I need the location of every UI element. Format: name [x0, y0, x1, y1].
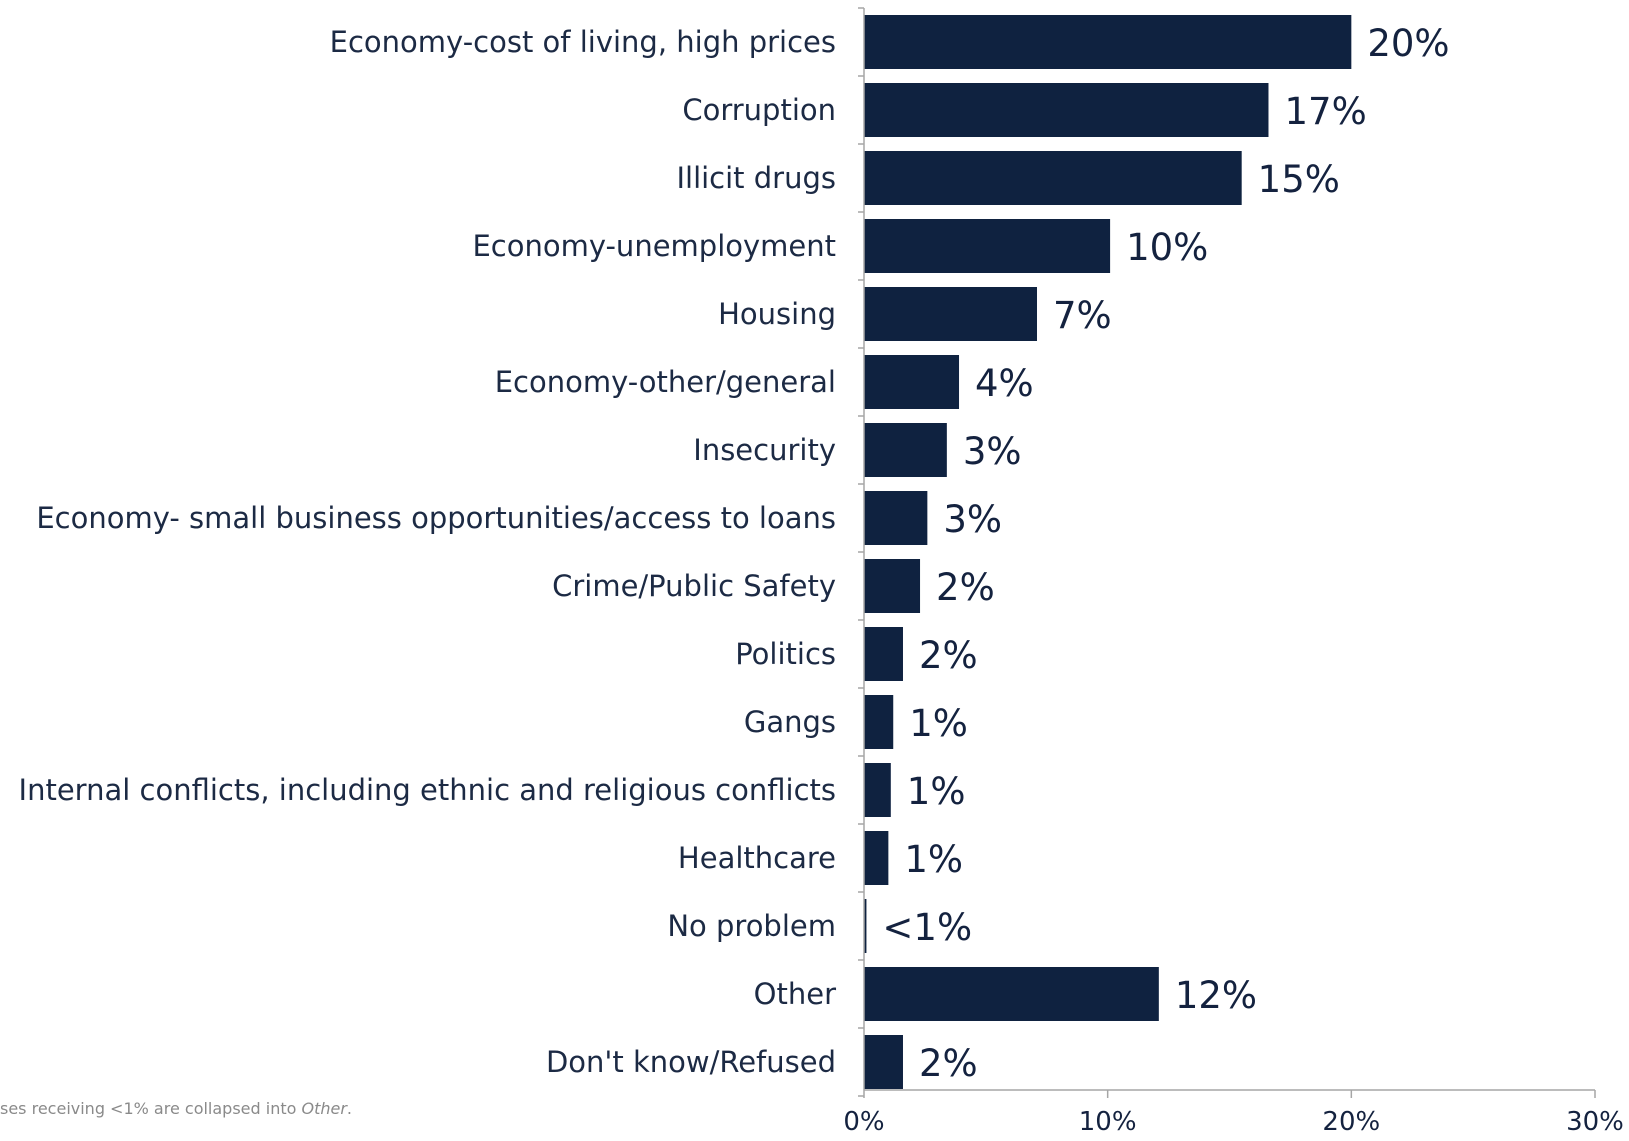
- value-label-0: 20%: [1367, 22, 1449, 65]
- value-label-4: 7%: [1053, 294, 1112, 337]
- bars-group: [864, 15, 1352, 1089]
- bar-3: [864, 219, 1111, 273]
- category-label-10: Gangs: [744, 705, 836, 739]
- category-label-8: Crime/Public Safety: [552, 569, 836, 603]
- value-label-10: 1%: [909, 702, 968, 745]
- value-label-7: 3%: [943, 498, 1002, 541]
- value-label-3: 10%: [1126, 226, 1208, 269]
- footnote-emphasis: Other: [301, 1099, 348, 1118]
- bar-14: [864, 967, 1159, 1021]
- x-tick-label-3: 30%: [1566, 1107, 1624, 1137]
- value-label-1: 17%: [1284, 90, 1366, 133]
- bar-2: [864, 151, 1242, 205]
- category-label-11: Internal conflicts, including ethnic and…: [19, 773, 836, 807]
- bar-8: [864, 559, 921, 613]
- footnote-suffix: .: [347, 1099, 352, 1118]
- category-label-4: Housing: [718, 297, 836, 331]
- category-label-5: Economy-other/general: [495, 365, 836, 399]
- category-label-2: Illicit drugs: [676, 161, 836, 195]
- bar-6: [864, 423, 947, 477]
- category-label-15: Don't know/Refused: [546, 1045, 836, 1079]
- value-label-15: 2%: [919, 1042, 978, 1085]
- bar-0: [864, 15, 1352, 69]
- value-label-9: 2%: [919, 634, 978, 677]
- x-tick-label-0: 0%: [843, 1107, 884, 1137]
- bar-4: [864, 287, 1038, 341]
- value-label-5: 4%: [975, 362, 1034, 405]
- bar-5: [864, 355, 960, 409]
- category-label-6: Insecurity: [693, 433, 836, 467]
- value-label-2: 15%: [1258, 158, 1340, 201]
- category-label-3: Economy-unemployment: [472, 229, 836, 263]
- x-tick-label-2: 20%: [1322, 1107, 1380, 1137]
- category-label-14: Other: [754, 977, 836, 1011]
- value-label-12: 1%: [904, 838, 963, 881]
- value-label-14: 12%: [1175, 974, 1257, 1017]
- bar-1: [864, 83, 1269, 137]
- category-label-9: Politics: [735, 637, 836, 671]
- category-labels-group: Economy-cost of living, high prices Corru…: [19, 25, 837, 1079]
- value-labels-group: 20%17% 15% 10% 7% 4% 3% 3% 2% 2% 1% 1% 1% <1% 12% 2%: [882, 22, 1449, 1085]
- bar-13: [864, 899, 867, 953]
- category-label-12: Healthcare: [678, 841, 836, 875]
- axes-group: 0% 10% 20% 30%: [843, 7, 1624, 1137]
- category-label-13: No problem: [667, 909, 836, 943]
- value-label-11: 1%: [907, 770, 966, 813]
- bar-9: [864, 627, 903, 681]
- bar-11: [864, 763, 891, 817]
- category-label-7: Economy- small business opportunities/ac…: [36, 501, 836, 535]
- footnote: ses receiving <1% are collapsed into Oth…: [0, 1099, 352, 1118]
- bar-10: [864, 695, 894, 749]
- category-label-1: Corruption: [682, 93, 836, 127]
- bar-12: [864, 831, 889, 885]
- category-label-0: Economy-cost of living, high prices: [330, 25, 836, 59]
- value-label-8: 2%: [936, 566, 995, 609]
- footnote-prefix: ses receiving <1% are collapsed into: [0, 1099, 301, 1118]
- value-label-6: 3%: [963, 430, 1022, 473]
- x-tick-label-1: 10%: [1079, 1107, 1137, 1137]
- bar-7: [864, 491, 928, 545]
- bar-15: [864, 1035, 903, 1089]
- value-label-13: <1%: [882, 906, 972, 949]
